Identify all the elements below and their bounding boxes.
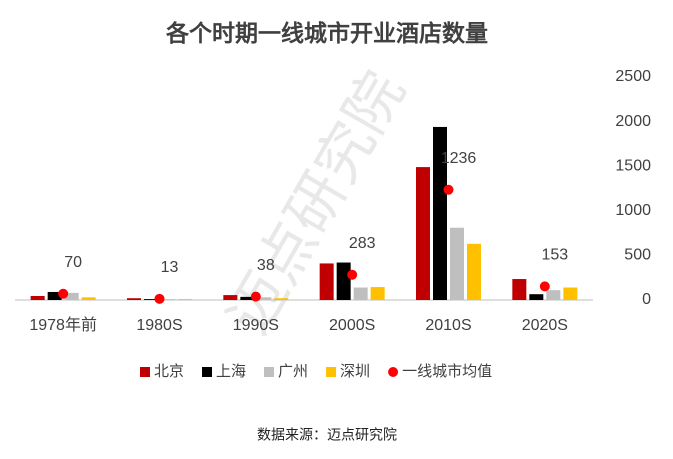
bar <box>161 299 175 300</box>
bar <box>529 294 544 300</box>
bar <box>319 263 334 300</box>
bar <box>416 167 430 300</box>
bar <box>450 227 464 300</box>
y-tick-label: 500 <box>624 247 651 264</box>
bar <box>30 295 45 300</box>
bar <box>178 299 192 300</box>
data-label: 283 <box>349 235 376 252</box>
bar <box>274 298 289 300</box>
bar <box>336 262 351 300</box>
x-tick-label: 2020S <box>522 317 568 334</box>
bar <box>370 287 385 300</box>
legend-label: 上海 <box>216 363 246 380</box>
mean-dot <box>539 281 550 292</box>
mean-dot <box>443 184 454 195</box>
y-tick-label: 1500 <box>615 157 651 174</box>
y-tick-label: 2500 <box>615 68 651 85</box>
mean-dot <box>347 269 358 280</box>
legend-marker <box>264 367 275 377</box>
legend-label: 深圳 <box>340 363 370 380</box>
legend-marker <box>388 367 399 377</box>
bar <box>512 279 527 300</box>
legend-marker <box>326 367 337 377</box>
data-label: 13 <box>161 259 179 276</box>
bar <box>81 297 96 300</box>
y-tick-label: 0 <box>642 291 651 308</box>
y-tick-label: 1000 <box>615 202 651 219</box>
legend-marker <box>140 367 150 377</box>
bar <box>353 287 368 300</box>
bar <box>546 290 561 300</box>
data-label: 38 <box>257 257 275 274</box>
legend-label: 广州 <box>278 363 308 380</box>
bar <box>127 298 141 300</box>
bar <box>223 295 238 300</box>
data-label: 153 <box>541 247 568 264</box>
mean-dot <box>154 293 165 304</box>
source-note: 数据来源：迈点研究院 <box>257 427 397 443</box>
bar <box>563 287 578 300</box>
x-tick-label: 2010S <box>425 317 471 334</box>
x-tick-label: 1990S <box>233 317 279 334</box>
bar <box>433 126 447 301</box>
legend-label: 北京 <box>154 363 184 380</box>
bar <box>240 296 255 300</box>
y-tick-label: 2000 <box>615 113 651 130</box>
bar <box>467 243 481 300</box>
data-label: 70 <box>64 254 82 271</box>
bar <box>64 292 79 300</box>
x-tick-label: 2000S <box>329 317 375 334</box>
bar <box>144 299 158 300</box>
legend-marker <box>202 367 213 377</box>
data-label: 1236 <box>441 150 477 167</box>
mean-dot <box>58 288 69 299</box>
bar <box>257 297 272 300</box>
bar <box>47 291 62 300</box>
legend-label: 一线城市均值 <box>402 363 492 380</box>
x-tick-label: 1980S <box>136 317 182 334</box>
x-tick-label: 1978年前 <box>29 316 97 334</box>
mean-dot <box>250 291 261 302</box>
chart-title: 各个时期一线城市开业酒店数量 <box>165 20 488 46</box>
